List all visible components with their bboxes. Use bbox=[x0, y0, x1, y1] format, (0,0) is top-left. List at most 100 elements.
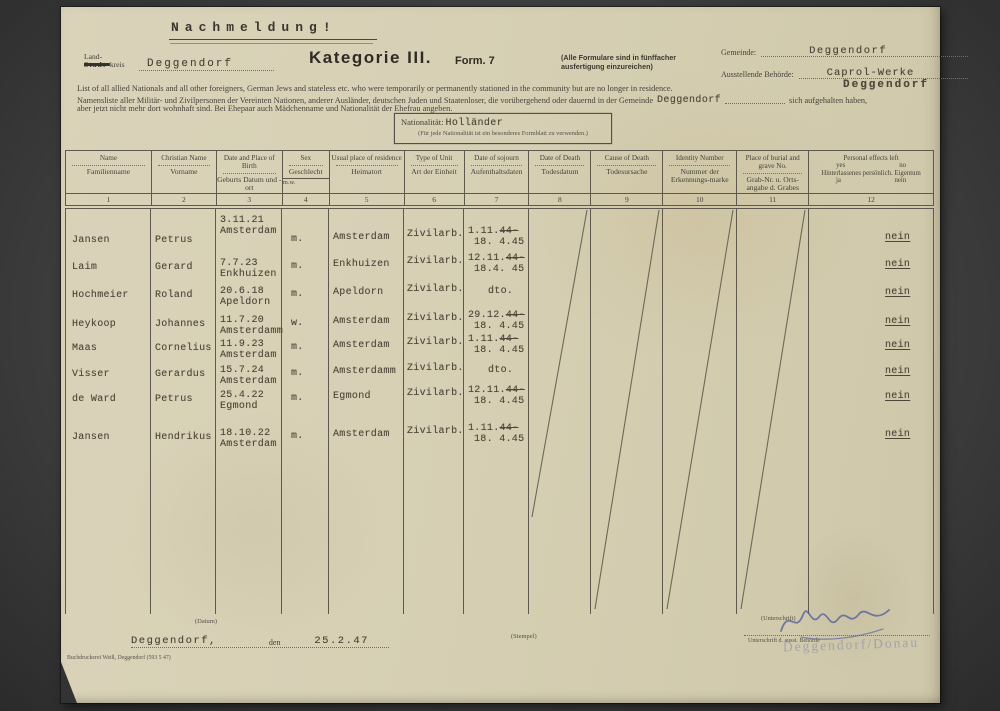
cell-birth-date: 20.6.18 bbox=[220, 286, 265, 297]
table-column-line bbox=[282, 208, 329, 614]
cell-effects: nein bbox=[885, 232, 911, 243]
header-col-2: Christian Name Vorname bbox=[152, 151, 217, 193]
cell-sojourn-from-start: 29.12. bbox=[468, 310, 506, 321]
cell-residence: Apeldorn bbox=[333, 287, 384, 298]
gemeinde-label: Gemeinde: bbox=[721, 48, 757, 57]
cell-sojourn-ditto: dto. bbox=[488, 365, 514, 376]
header-yes: yes bbox=[836, 162, 846, 169]
nationality-row: Nationalität: Holländer bbox=[401, 117, 503, 129]
cell-residence: Amsterdam bbox=[333, 429, 390, 440]
column-number: 10 bbox=[663, 194, 738, 205]
place-value: Deggendorf, bbox=[131, 635, 217, 647]
intro-german-gemeinde-value: Deggendorf bbox=[657, 95, 722, 106]
kreis-value: Deggendorf bbox=[147, 58, 234, 70]
column-number: 1 bbox=[66, 194, 152, 205]
cell-sojourn-to: 18. 4.45 bbox=[474, 321, 525, 332]
header-col-8: Date of Death Todesdatum bbox=[529, 151, 592, 193]
column-number: 4 bbox=[283, 194, 330, 205]
header-dotted-divider bbox=[743, 171, 803, 174]
table-column-line bbox=[464, 208, 529, 614]
cell-sojourn-ditto: dto. bbox=[488, 286, 514, 297]
behoerde-value2: Deggendorf bbox=[843, 79, 930, 91]
cell-unit: Zivilarb. bbox=[407, 388, 464, 399]
cell-birth-date: 7.7.23 bbox=[220, 258, 258, 269]
cell-unit: Zivilarb. bbox=[407, 426, 464, 437]
cell-sex: m. bbox=[291, 368, 304, 379]
copies-note-line1: (Alle Formulare sind in fünffacher bbox=[561, 53, 677, 62]
cell-unit: Zivilarb. bbox=[407, 229, 464, 240]
den-label: den bbox=[268, 638, 281, 647]
cell-sojourn-from-start: 12.11. bbox=[468, 385, 506, 396]
table-column-line bbox=[809, 208, 934, 614]
cell-sojourn-from-struck: 44- bbox=[505, 385, 525, 396]
page-corner-shadow bbox=[61, 662, 77, 703]
cell-effects: nein bbox=[885, 259, 911, 270]
header-de: Todesursache bbox=[606, 167, 648, 176]
cell-family-name: Jansen bbox=[72, 432, 110, 443]
cell-sex: m. bbox=[291, 431, 304, 442]
table-cells-layer: Jansen Petrus 3.11.21 Amsterdam m. Amsterdam Z… bbox=[65, 208, 934, 614]
cell-effects: nein bbox=[885, 391, 911, 402]
dotted-filler bbox=[725, 103, 786, 104]
signature-dotted-line bbox=[744, 635, 930, 636]
cell-sojourn-from: 1.11.44- bbox=[468, 334, 524, 345]
header-yes-no: yes no bbox=[809, 162, 933, 170]
behoerde-dotted-line: Caprol-Werke bbox=[798, 67, 968, 79]
header-dotted-divider bbox=[288, 163, 323, 166]
cell-family-name: de Ward bbox=[72, 394, 117, 405]
header-en: Cause of Death bbox=[604, 154, 649, 162]
cell-christian-name: Petrus bbox=[155, 394, 193, 405]
header-de: Hinterlassenes persönlich. Eigentum bbox=[821, 169, 921, 177]
header-col-12: Personal effects left yes no Hinterlassenes… bbox=[809, 151, 935, 193]
cell-sojourn-from: 29.12.44- bbox=[468, 310, 525, 321]
cell-effects: nein bbox=[885, 287, 911, 298]
table-column-line bbox=[65, 208, 151, 614]
form-number: Form. 7 bbox=[455, 55, 495, 67]
header-sex-w: w. bbox=[289, 179, 296, 187]
table-number-row: 1 2 3 4 5 6 7 8 9 10 11 12 bbox=[65, 194, 935, 206]
cell-sojourn-from: 1.11.44- bbox=[468, 423, 524, 434]
cell-birth-place: Apeldorn bbox=[220, 296, 271, 308]
cell-birth: 7.7.23 Enkhuizen bbox=[220, 258, 277, 280]
printer-mark: Buchdruckerei Weiß, Deggendorf (593 5 47… bbox=[67, 655, 171, 661]
intro-german-part1: Namensliste aller Militär- und Zivilpers… bbox=[77, 96, 654, 105]
header-en: Place of burial and grave No. bbox=[745, 154, 800, 170]
header-en: Personal effects left bbox=[843, 154, 899, 162]
cell-sojourn-from-start: 1.11. bbox=[468, 423, 500, 434]
cell-sojourn-from: 1.11.44- bbox=[468, 226, 524, 237]
header-de: Geburts Datum und -ort bbox=[217, 175, 282, 193]
cell-birth-date: 3.11.21 bbox=[220, 215, 265, 226]
cell-family-name: Hochmeier bbox=[72, 290, 129, 301]
cell-unit: Zivilarb. bbox=[407, 284, 464, 295]
cell-birth: 11.9.23 Amsterdam bbox=[220, 339, 277, 361]
cell-sojourn-from-struck: 44- bbox=[499, 226, 519, 237]
table-column-line bbox=[591, 208, 663, 614]
intro-german: Namensliste aller Militär- und Zivilpers… bbox=[77, 94, 923, 106]
header-de: Vorname bbox=[170, 167, 198, 176]
cell-residence: Enkhuizen bbox=[333, 259, 390, 270]
stempel-label: (Stempel) bbox=[511, 633, 537, 640]
header-en: Name bbox=[99, 154, 118, 162]
cell-sex: m. bbox=[291, 289, 304, 300]
unterschrift-sub-label: Unterschrift d. ausst. Behörde bbox=[748, 638, 820, 644]
cell-birth: 11.7.20 Amsterdamm bbox=[220, 315, 284, 337]
date-line: Deggendorf, den 25.2.47 bbox=[131, 631, 389, 648]
header-dotted-divider bbox=[72, 163, 145, 166]
intro-german-part2: sich aufgehalten haben, bbox=[789, 96, 868, 105]
kreis-label-kreis: kreis bbox=[109, 60, 125, 69]
header-de: Art der Einheit bbox=[411, 167, 457, 176]
cell-sojourn: 1.11.44- 18. 4.45 bbox=[468, 334, 524, 356]
cell-sojourn-from-struck: 44- bbox=[505, 253, 525, 264]
cell-unit: Zivilarb. bbox=[407, 313, 464, 324]
header-col-3: Date and Place of Birth Geburts Datum und… bbox=[217, 151, 283, 193]
header-col-11: Place of burial and grave No. Grab-Nr. u.… bbox=[737, 151, 810, 193]
gemeinde-field: Gemeinde: Deggendorf bbox=[721, 41, 968, 57]
header-en: Type of Unit bbox=[415, 154, 453, 162]
cell-birth-place: Enkhuizen bbox=[220, 268, 277, 280]
cell-effects: nein bbox=[885, 429, 911, 440]
header-ja-nein: ja nein bbox=[809, 177, 933, 185]
cell-birth-place: Amsterdamm bbox=[220, 325, 284, 337]
kreis-label: Land- Stadt-kreis bbox=[84, 53, 125, 69]
cell-sojourn: 29.12.44- 18. 4.45 bbox=[468, 310, 525, 332]
kreis-label-land: Land- bbox=[84, 52, 103, 61]
